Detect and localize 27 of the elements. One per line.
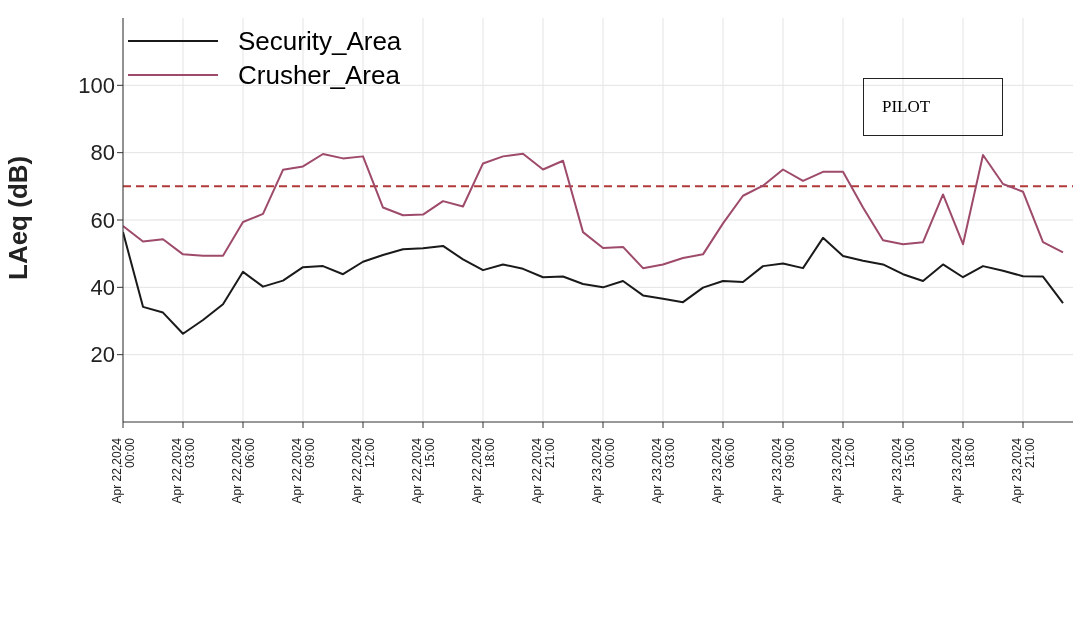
x-tick-label: Apr 23,2024 15:00: [889, 437, 917, 504]
y-tick-label: 20: [90, 342, 115, 368]
x-tick-label: Apr 22,2024 12:00: [349, 437, 377, 504]
x-tick-label: Apr 22,2024 15:00: [409, 437, 437, 504]
x-tick-label: Apr 22,2024 21:00: [529, 437, 557, 504]
x-tick-label: Apr 22,2024 09:00: [289, 437, 317, 504]
annotation: PILOT: [863, 78, 1003, 136]
line-series: [123, 231, 1064, 335]
x-tick-label: Apr 23,2024 06:00: [709, 437, 737, 504]
x-tick-label: Apr 22,2024 06:00: [229, 437, 257, 504]
line-series: [123, 152, 1064, 270]
y-axis-title: LAeq (dB): [3, 155, 34, 280]
legend-label: Crusher_Area: [238, 59, 400, 92]
x-tick-label: Apr 22,2024 03:00: [169, 437, 197, 504]
x-tick-label: Apr 23,2024 09:00: [769, 437, 797, 504]
x-tick-label: Apr 23,2024 21:00: [1009, 437, 1037, 504]
x-tick-label: Apr 23,2024 03:00: [649, 437, 677, 504]
y-tick-label: 40: [90, 275, 115, 301]
x-tick-label: Apr 22,2024 00:00: [109, 437, 137, 504]
x-tick-label: Apr 23,2024 18:00: [949, 437, 977, 504]
x-tick-label: Apr 23,2024 00:00: [589, 437, 617, 504]
x-tick-label: Apr 23,2024 12:00: [829, 437, 857, 504]
y-tick-label: 80: [90, 140, 115, 166]
legend-label: Security_Area: [238, 25, 402, 58]
y-tick-label: 100: [78, 73, 115, 99]
x-tick-label: Apr 22,2024 18:00: [469, 437, 497, 504]
y-tick-label: 60: [90, 207, 115, 233]
